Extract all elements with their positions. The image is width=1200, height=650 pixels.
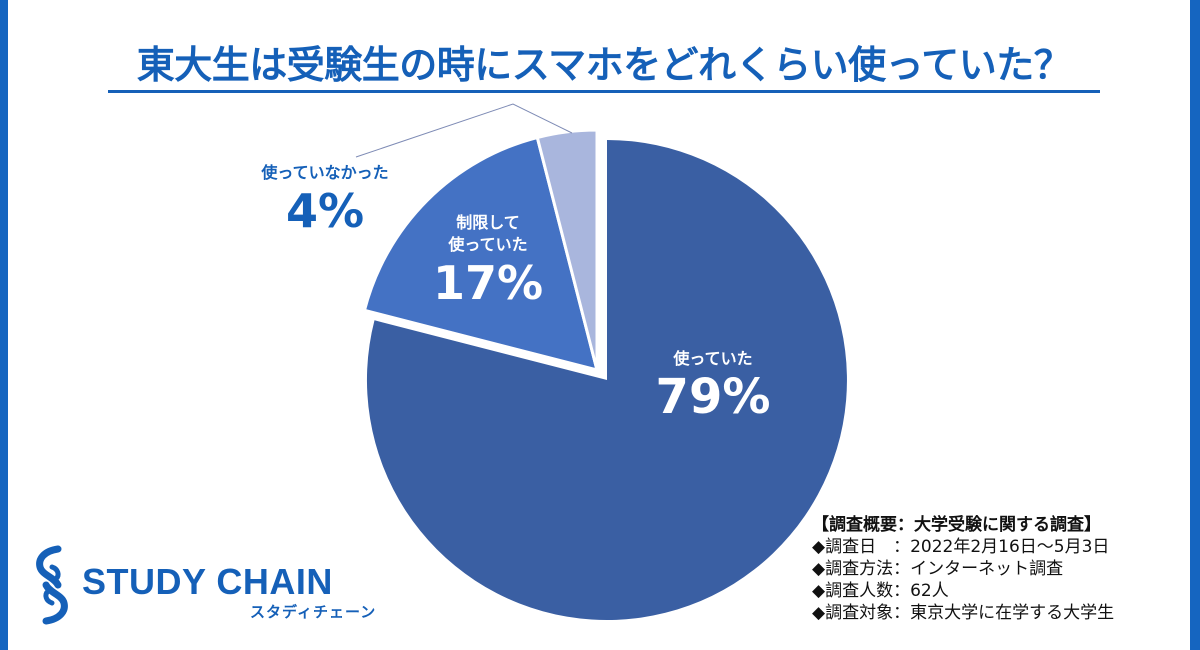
slice-used: [366, 140, 847, 620]
survey-row-target: ◆調査対象：東京大学に在学する大学生: [812, 603, 1115, 623]
frame-left-border: [0, 0, 8, 650]
label-limited-line2: 使っていた: [448, 235, 528, 254]
logo-kana: スタディチェーン: [250, 603, 377, 621]
label-not-used: 使っていなかった 4%: [240, 162, 410, 238]
chain-link-icon: [36, 545, 68, 625]
label-not-used-category: 使っていなかった: [261, 163, 389, 182]
label-limited-pct: 17%: [432, 256, 544, 310]
survey-row-method: ◆調査方法：インターネット調査: [812, 559, 1064, 579]
leader-line: [355, 103, 573, 158]
survey-heading: 【調査概要：大学受験に関する調査】: [812, 515, 1101, 535]
survey-summary: 【調査概要：大学受験に関する調査】 ◆調査日 ：2022年2月16日～5月3日 …: [812, 514, 1114, 624]
label-used-pct: 79%: [655, 369, 771, 425]
label-limited: 制限して 使っていた 17%: [408, 212, 568, 310]
survey-row-date: ◆調査日 ：2022年2月16日～5月3日: [812, 537, 1110, 557]
frame-right-border: [1190, 0, 1200, 650]
logo-wordmark: STUDY CHAIN: [82, 561, 333, 602]
survey-row-count: ◆調査人数：62人: [812, 581, 949, 601]
label-used: 使っていた 79%: [638, 348, 788, 424]
slice-limited: [362, 135, 600, 373]
label-limited-line1: 制限して: [456, 213, 520, 232]
title-underline: [108, 90, 1100, 93]
chart-title: 東大生は受験生の時にスマホをどれくらい使っていた？: [136, 43, 1072, 87]
label-not-used-pct: 4%: [285, 184, 365, 238]
slice-not-used: [535, 128, 599, 371]
study-chain-logo: STUDY CHAIN スタディチェーン: [32, 545, 382, 625]
label-used-category: 使っていた: [673, 349, 753, 368]
